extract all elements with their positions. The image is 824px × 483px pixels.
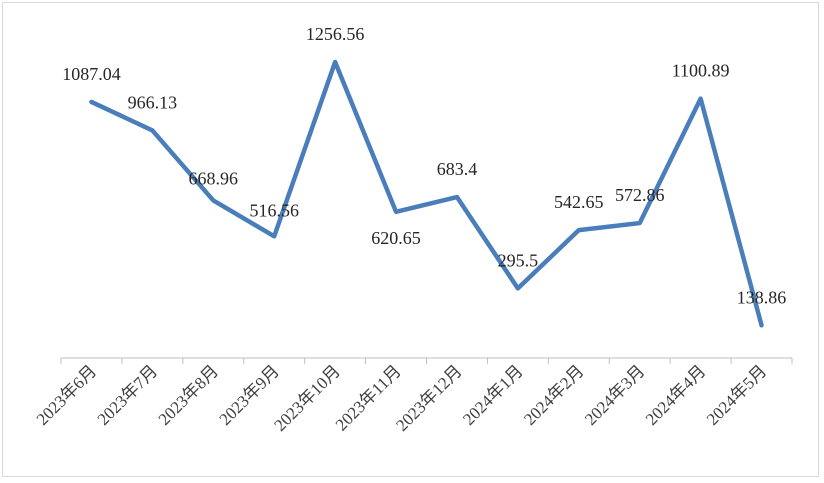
data-label: 1087.04 [62, 64, 121, 84]
x-tick-label: 2023年8月 [155, 361, 223, 429]
data-label: 683.4 [437, 159, 478, 179]
data-label: 1256.56 [306, 24, 365, 44]
data-label: 542.65 [554, 192, 604, 212]
x-tick-labels: 2023年6月2023年7月2023年8月2023年9月2023年10月2023… [33, 361, 771, 435]
x-tick-label: 2023年7月 [94, 361, 162, 429]
data-label: 620.65 [371, 228, 421, 248]
x-tick-label: 2023年10月 [270, 361, 344, 435]
x-tick-label: 2024年5月 [703, 361, 771, 429]
data-labels: 1087.04 966.13 668.96 516.56 1256.56 620.65 68… [62, 24, 786, 307]
x-tick-label: 2024年3月 [581, 361, 649, 429]
x-tick-label: 2023年12月 [392, 361, 466, 435]
x-tick-label: 2024年1月 [459, 361, 527, 429]
data-label: 668.96 [189, 168, 239, 188]
series-line [89, 59, 764, 328]
x-axis-ticks [60, 358, 793, 364]
data-label: 1100.89 [672, 61, 730, 81]
x-tick-label: 2024年2月 [520, 361, 588, 429]
data-label: 572.86 [615, 185, 665, 205]
x-tick-label: 2024年4月 [642, 361, 710, 429]
data-label: 516.56 [249, 200, 299, 220]
x-tick-label: 2023年6月 [33, 361, 101, 429]
data-label: 295.5 [498, 250, 539, 270]
chart-frame [2, 2, 819, 477]
data-label: 966.13 [128, 92, 178, 112]
data-label: 138.86 [737, 287, 787, 307]
